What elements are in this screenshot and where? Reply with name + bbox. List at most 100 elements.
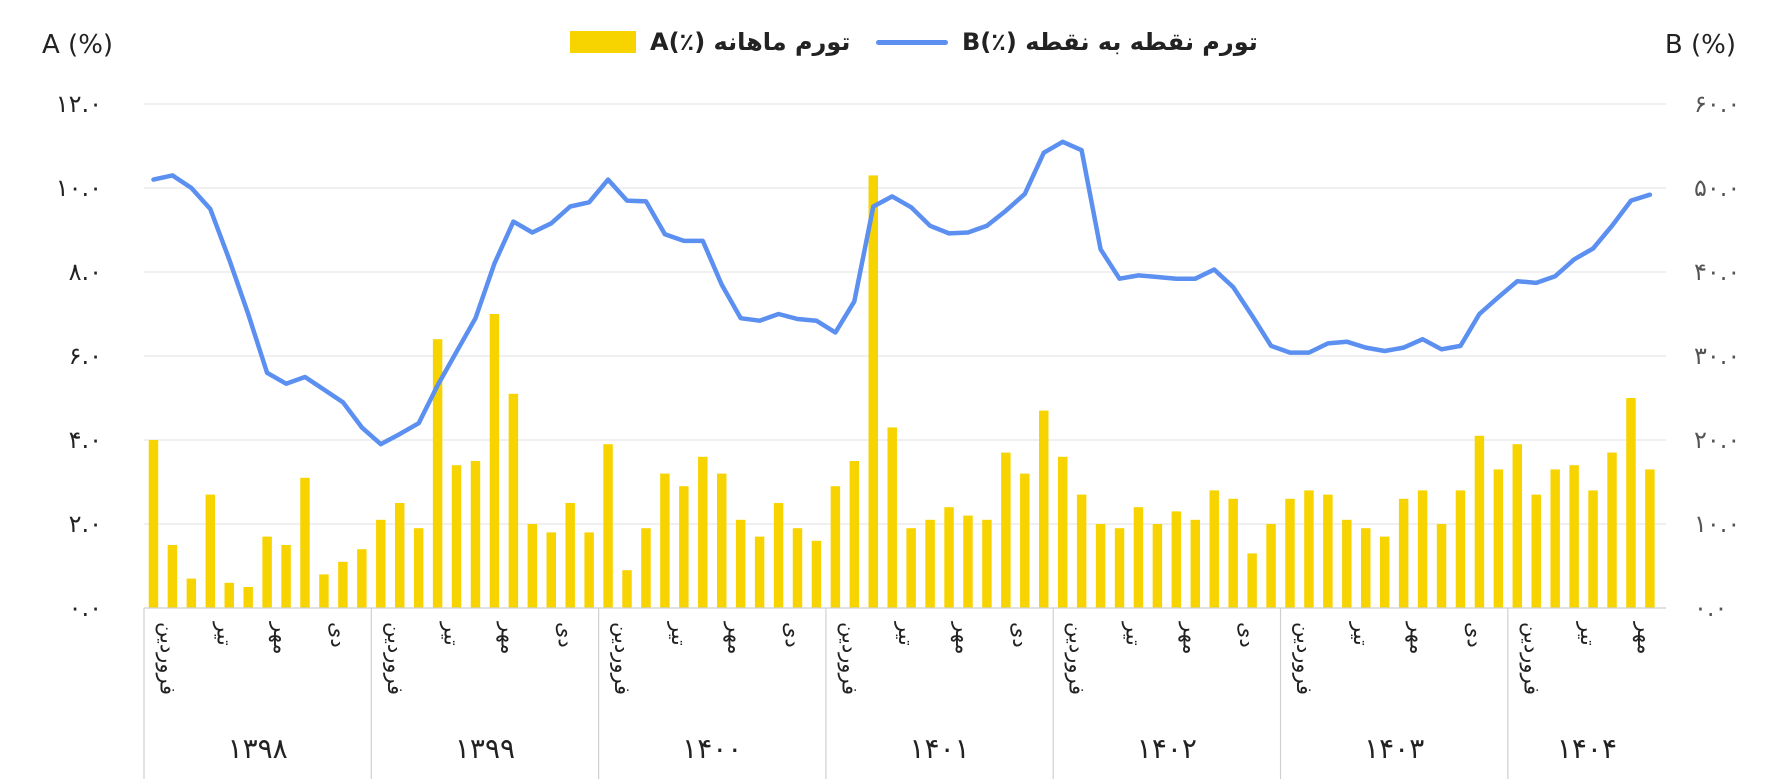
bar-monthly xyxy=(1379,536,1390,608)
month-label: مهر xyxy=(724,621,748,655)
bar-monthly xyxy=(906,528,916,608)
legend-point: تورم نقطه به نقطه (٪)B xyxy=(876,28,1258,56)
bar-monthly xyxy=(508,393,519,608)
month-label: فروردین xyxy=(1519,622,1543,695)
bar-monthly xyxy=(394,503,405,608)
bar-monthly xyxy=(1247,553,1257,608)
year-label: ۱۳۹۹ xyxy=(455,732,515,765)
month-label: تیر xyxy=(1122,621,1146,646)
bar-monthly xyxy=(925,519,935,608)
month-label: دی xyxy=(1462,622,1486,648)
bar-monthly xyxy=(1266,524,1276,608)
left-tick-label: ۸.۰ xyxy=(69,258,102,286)
month-label: فروردین xyxy=(610,622,634,695)
month-label: مهر xyxy=(269,621,293,655)
bar-monthly xyxy=(603,444,613,608)
bar-monthly xyxy=(1001,452,1011,608)
left-tick-label: ۱۲.۰ xyxy=(56,90,102,118)
year-label: ۱۴۰۱ xyxy=(909,732,969,765)
month-label: مهر xyxy=(1633,621,1657,655)
bar-monthly xyxy=(1133,507,1144,608)
legend-monthly: تورم ماهانه (٪)A xyxy=(570,28,850,56)
month-label: دی xyxy=(1008,622,1032,648)
month-label: فروردین xyxy=(837,622,861,695)
month-label: مهر xyxy=(1178,621,1202,655)
bar-monthly xyxy=(622,570,632,608)
right-tick-label: ۳۰.۰ xyxy=(1694,342,1740,370)
bar-monthly xyxy=(1361,528,1371,608)
month-label: فروردین xyxy=(1292,622,1316,695)
right-tick-label: ۴۰.۰ xyxy=(1694,258,1740,286)
bar-monthly xyxy=(811,540,822,608)
bar-monthly xyxy=(1076,494,1087,608)
right-tick-label: ۰.۰ xyxy=(1694,594,1727,622)
bar-monthly xyxy=(527,524,538,608)
month-label: فروردین xyxy=(383,622,407,695)
month-label: تیر xyxy=(667,621,691,646)
bar-monthly xyxy=(1152,524,1163,608)
bar-monthly xyxy=(1474,435,1485,608)
bar-monthly xyxy=(1607,452,1617,608)
bar-monthly xyxy=(432,339,443,608)
right-tick-label: ۲۰.۰ xyxy=(1694,426,1740,454)
bar-monthly xyxy=(205,494,216,608)
bar-monthly xyxy=(1531,494,1541,608)
bar-monthly xyxy=(357,549,367,608)
month-label: مهر xyxy=(951,621,975,655)
legend-line-swatch xyxy=(876,39,948,45)
right-tick-label: ۶۰.۰ xyxy=(1694,90,1740,118)
bar-monthly xyxy=(641,528,651,608)
bar-monthly xyxy=(243,587,253,608)
month-label: دی xyxy=(326,622,350,648)
right-tick-label: ۵۰.۰ xyxy=(1694,174,1740,202)
bar-monthly xyxy=(982,519,992,608)
bar-monthly xyxy=(470,461,481,608)
right-tick-label: ۱۰.۰ xyxy=(1694,510,1740,538)
month-label: تیر xyxy=(1576,621,1600,646)
bar-monthly xyxy=(830,486,841,608)
bar-monthly xyxy=(754,536,765,608)
x-axis: فروردین تیر مهر دی ۱۳۹۸ فروردین تیر مهر دی ۱۳۹۹ فر… xyxy=(143,608,1657,779)
bar-monthly xyxy=(565,503,575,608)
bar-monthly xyxy=(1095,524,1106,608)
axes: ۰.۰ ۲.۰ ۴.۰ ۶.۰ ۸.۰ ۱۰.۰ ۱۲.۰ ۰.۰ ۱۰.۰ ۲۰.۰ ۳۰.۰ ۴۰… xyxy=(56,90,1741,622)
bar-monthly xyxy=(281,545,291,608)
bar-monthly xyxy=(546,532,556,608)
bar-monthly xyxy=(868,175,879,608)
month-label: تیر xyxy=(894,621,918,646)
bar-monthly xyxy=(1417,490,1428,608)
bar-monthly xyxy=(1114,528,1125,608)
bar-monthly xyxy=(300,477,310,608)
bar-monthly xyxy=(1569,465,1579,608)
bar-monthly xyxy=(167,545,178,608)
bar-monthly xyxy=(773,503,784,608)
bar-monthly xyxy=(1039,410,1049,608)
month-label: تیر xyxy=(440,621,464,646)
gridlines xyxy=(144,103,1666,525)
bar-monthly xyxy=(319,574,329,608)
month-label: دی xyxy=(1235,622,1259,648)
bar-monthly xyxy=(148,440,159,608)
left-tick-label: ۰.۰ xyxy=(69,594,102,622)
bar-monthly xyxy=(944,507,954,608)
bar-monthly xyxy=(887,427,897,608)
bar-monthly xyxy=(413,528,424,608)
bar-monthly xyxy=(376,519,386,608)
bar-monthly xyxy=(262,536,272,608)
bar-monthly xyxy=(1645,469,1655,608)
month-label: مهر xyxy=(496,621,520,655)
bar-monthly xyxy=(338,561,348,608)
right-axis-title: B (%) xyxy=(1664,30,1736,60)
bar-monthly xyxy=(1190,519,1201,608)
bar-monthly xyxy=(1171,511,1182,608)
year-label: ۱۴۰۰ xyxy=(682,732,742,765)
year-label: ۱۴۰۴ xyxy=(1557,732,1617,765)
bar-monthly xyxy=(1342,519,1352,608)
year-label: ۱۳۹۸ xyxy=(228,732,288,765)
bar-monthly xyxy=(1512,444,1523,608)
bar-monthly xyxy=(1455,490,1466,608)
bar-monthly xyxy=(1057,456,1068,608)
month-label: دی xyxy=(781,622,805,648)
bar-monthly xyxy=(1626,398,1636,608)
bar-monthly xyxy=(1323,494,1333,608)
